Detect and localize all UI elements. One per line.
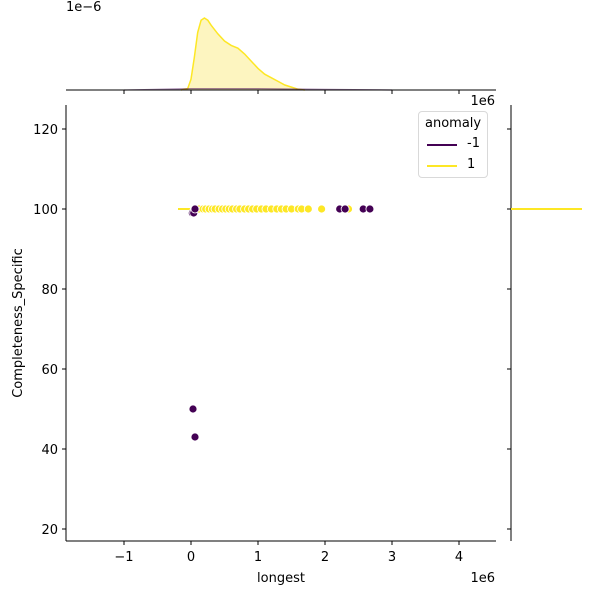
legend-swatch-1 — [427, 165, 457, 167]
x-axis-offset-label: 1e6 — [470, 571, 495, 586]
legend-title: anomaly — [425, 116, 482, 131]
scatter-point-1 — [317, 204, 327, 214]
y-tick-label: 120 — [33, 123, 58, 138]
top-marginal-ticks — [123, 90, 460, 94]
legend-label-neg1: -1 — [467, 136, 480, 151]
scatter-points — [187, 204, 375, 442]
top-kde-line-1 — [180, 17, 305, 91]
x-tick-label: 0 — [187, 550, 195, 565]
y-tick-label: 100 — [33, 203, 58, 218]
x-tick-label: 4 — [455, 550, 463, 565]
right-marginal-ticks — [507, 128, 511, 530]
y-tick-label: 80 — [41, 283, 58, 298]
scatter-point-neg1 — [190, 204, 200, 214]
legend-swatch-neg1 — [427, 144, 457, 146]
x-tick-label: 2 — [321, 550, 329, 565]
x-tick-label: 3 — [388, 550, 396, 565]
y-axis-ticks: 20 40 60 80 100 120 — [33, 123, 66, 538]
scatter-point-neg1 — [365, 204, 375, 214]
legend-label-1: 1 — [467, 157, 476, 172]
y-tick-label: 20 — [41, 523, 58, 538]
x-tick-label: 1 — [254, 550, 262, 565]
right-marginal-axes — [507, 105, 582, 541]
legend: anomaly -1 1 — [418, 111, 488, 178]
scatter-point-neg1 — [340, 204, 350, 214]
scatter-point-1 — [303, 204, 313, 214]
top-kde-fill-1 — [180, 18, 305, 90]
scatter-point-neg1 — [188, 404, 198, 414]
x-tick-label: −1 — [114, 550, 133, 565]
top-x-offset-label: 1e6 — [470, 94, 495, 109]
x-axis-ticks: −1 0 1 2 3 4 — [114, 541, 463, 565]
scatter-point-neg1 — [190, 432, 200, 442]
main-axes: −1 0 1 2 3 4 20 40 60 80 100 120 longest 1e6 1e6 C… — [11, 94, 496, 586]
y-tick-label: 40 — [41, 443, 58, 458]
y-axis-label: Completeness_Specific — [11, 248, 26, 398]
legend-entry-1: 1 — [427, 157, 487, 173]
legend-entry-neg1: -1 — [427, 136, 487, 152]
top-marginal-axes: 1e−6 — [66, 0, 496, 94]
y-tick-label: 60 — [41, 363, 58, 378]
top-marginal-offset-label: 1e−6 — [66, 0, 101, 15]
x-axis-label: longest — [257, 571, 305, 586]
